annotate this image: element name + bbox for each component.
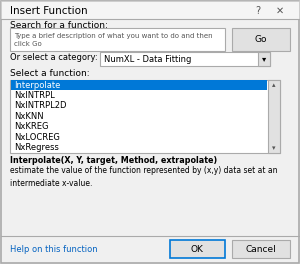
Bar: [232, 240, 290, 258]
Bar: [232, 28, 290, 51]
Text: NxLOCREG: NxLOCREG: [14, 133, 60, 142]
Text: NxKNN: NxKNN: [14, 112, 44, 121]
Text: OK: OK: [190, 244, 203, 253]
Text: ▾: ▾: [262, 54, 266, 64]
Text: ▴: ▴: [272, 82, 276, 88]
Text: ▾: ▾: [272, 145, 276, 151]
Text: Or select a category:: Or select a category:: [10, 54, 98, 63]
Text: Cancel: Cancel: [246, 244, 276, 253]
Bar: [11, 80, 267, 90]
Text: NxlNTRPL2D: NxlNTRPL2D: [14, 101, 67, 111]
Text: Search for a function:: Search for a function:: [10, 21, 108, 31]
Text: Insert Function: Insert Function: [10, 6, 88, 16]
Text: ✕: ✕: [276, 6, 284, 16]
Text: Help on this function: Help on this function: [10, 244, 98, 253]
Bar: [1, 1, 299, 19]
Text: Select a function:: Select a function:: [10, 68, 90, 78]
Bar: [170, 240, 225, 258]
Bar: [10, 80, 280, 153]
Text: NxKREG: NxKREG: [14, 122, 49, 131]
Text: Interpolate(X, Y, target, Method, extrapolate): Interpolate(X, Y, target, Method, extrap…: [10, 156, 217, 165]
Bar: [268, 80, 280, 153]
Text: NumXL - Data Fitting: NumXL - Data Fitting: [104, 54, 191, 64]
Text: Type a brief description of what you want to do and then
click Go: Type a brief description of what you wan…: [14, 33, 213, 47]
Text: Go: Go: [255, 35, 267, 45]
Text: Interpolate: Interpolate: [14, 81, 60, 90]
Bar: [10, 28, 225, 51]
Text: NxlNTRPL: NxlNTRPL: [14, 91, 55, 100]
Text: NxRegress: NxRegress: [14, 143, 59, 152]
Bar: [258, 52, 270, 66]
Text: estimate the value of the function represented by (x,y) data set at an
intermedi: estimate the value of the function repre…: [10, 166, 278, 188]
Bar: [100, 52, 270, 66]
Text: ?: ?: [255, 6, 261, 16]
